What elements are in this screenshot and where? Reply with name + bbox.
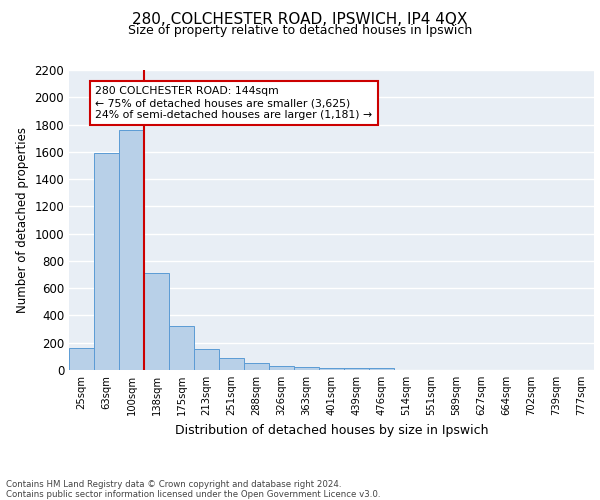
Bar bbox=[94, 153, 119, 370]
Bar bbox=[269, 366, 294, 370]
Bar bbox=[169, 326, 194, 370]
Text: 280 COLCHESTER ROAD: 144sqm
← 75% of detached houses are smaller (3,625)
24% of : 280 COLCHESTER ROAD: 144sqm ← 75% of det… bbox=[95, 86, 373, 120]
Bar bbox=[144, 273, 169, 370]
Text: Size of property relative to detached houses in Ipswich: Size of property relative to detached ho… bbox=[128, 24, 472, 37]
Bar bbox=[369, 368, 394, 370]
Bar bbox=[119, 130, 144, 370]
Y-axis label: Number of detached properties: Number of detached properties bbox=[16, 127, 29, 313]
Bar bbox=[219, 358, 244, 370]
Bar bbox=[194, 349, 219, 370]
X-axis label: Distribution of detached houses by size in Ipswich: Distribution of detached houses by size … bbox=[175, 424, 488, 436]
Bar bbox=[344, 368, 369, 370]
Bar bbox=[294, 368, 319, 370]
Text: 280, COLCHESTER ROAD, IPSWICH, IP4 4QX: 280, COLCHESTER ROAD, IPSWICH, IP4 4QX bbox=[133, 12, 467, 28]
Bar bbox=[319, 368, 344, 370]
Text: Contains HM Land Registry data © Crown copyright and database right 2024.
Contai: Contains HM Land Registry data © Crown c… bbox=[6, 480, 380, 499]
Bar bbox=[244, 363, 269, 370]
Bar bbox=[69, 348, 94, 370]
